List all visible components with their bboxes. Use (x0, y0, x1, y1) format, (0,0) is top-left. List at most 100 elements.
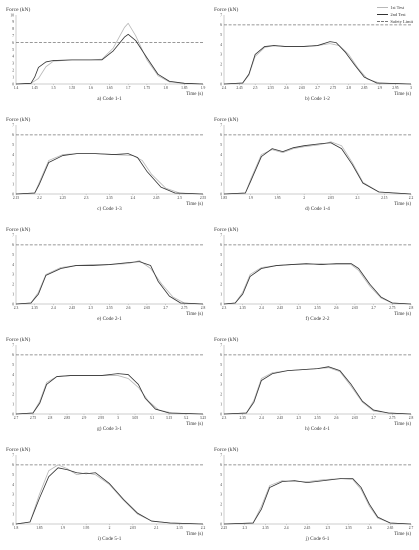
chart-panel-9: Force (kN) 0 1 2 3 4 5 6 7 1.8 1.85 1.9 1.95 2 2.05 2.1… (6, 446, 206, 542)
y-tick-label: 4 (12, 373, 14, 377)
x-axis-label: Time (s) (394, 202, 411, 207)
y-axis-label: Force (kN) (214, 116, 238, 123)
y-tick-label: 10 (10, 13, 14, 17)
y-tick-label: 0 (12, 522, 14, 526)
y-axis-label: Force (kN) (214, 6, 238, 13)
y-tick-label: 1 (12, 512, 14, 516)
legend-swatch-1st-test (377, 7, 389, 8)
y-tick-label: 2 (12, 393, 14, 397)
y-tick-label: 7 (12, 34, 14, 38)
y-tick-label: 0 (220, 412, 222, 416)
x-tick-label: 2.4 (51, 306, 56, 310)
y-tick-label: 5 (220, 143, 222, 147)
x-tick-label: 2.2 (37, 196, 42, 200)
y-tick-label: 6 (12, 133, 14, 137)
x-axis-label: Time (s) (186, 422, 203, 427)
x-tick-label: 2.5 (89, 306, 94, 310)
y-axis-label: Force (kN) (6, 336, 30, 343)
y-tick-label: 6 (220, 463, 222, 467)
x-tick-label: 1.85 (181, 86, 187, 90)
chart-panel-4: Force (kN) 0 1 2 3 4 5 6 7 1.85 1.9 1.95 2 2.05 2.1 2.1… (214, 116, 414, 212)
y-tick-label: 6 (220, 133, 222, 137)
x-tick-label: 1.65 (106, 86, 112, 90)
x-tick-label: 1.55 (69, 86, 75, 90)
y-tick-label: 3 (220, 53, 222, 57)
x-tick-label: 2.3 (243, 526, 248, 530)
y-tick-label: 0 (12, 302, 14, 306)
series-line-1st-test (15, 375, 204, 415)
x-tick-label: 2.35 (240, 416, 246, 420)
x-tick-label: 2.3 (222, 306, 227, 310)
x-tick-label: 2.6 (126, 306, 131, 310)
x-tick-label: 2.2 (409, 196, 414, 200)
y-tick-label: 1 (12, 75, 14, 79)
x-tick-label: 2.85 (64, 416, 70, 420)
chart-caption: g) Code 3-1 (97, 425, 122, 432)
y-tick-label: 1 (220, 72, 222, 76)
x-tick-label: 2.6 (334, 306, 339, 310)
y-tick-label: 4 (12, 55, 14, 59)
y-tick-label: 6 (12, 41, 14, 45)
y-tick-label: 0 (220, 192, 222, 196)
series-line-2nd-test (15, 153, 204, 195)
x-tick-label: 2.4 (131, 196, 136, 200)
x-tick-label: 1.6 (89, 86, 94, 90)
x-tick-label: 1.85 (36, 526, 42, 530)
legend-swatch-2nd-test (377, 14, 389, 15)
y-tick-label: 0 (12, 82, 14, 86)
x-tick-label: 2.7 (163, 306, 168, 310)
x-tick-label: 2.3 (14, 306, 19, 310)
y-tick-label: 2 (220, 173, 222, 177)
x-tick-label: 2.75 (330, 86, 336, 90)
x-tick-label: 2.55 (314, 416, 320, 420)
y-tick-label: 7 (220, 123, 222, 127)
chart-caption: b) Code 1-2 (305, 95, 330, 102)
y-tick-label: 3 (220, 493, 222, 497)
x-axis-label: Time (s) (394, 532, 411, 537)
y-tick-label: 5 (12, 253, 14, 257)
chart-caption: h) Code 4-1 (305, 425, 330, 432)
y-tick-label: 1 (220, 292, 222, 296)
x-tick-label: 3.05 (132, 416, 138, 420)
y-axis-label: Force (kN) (6, 226, 30, 233)
y-tick-label: 3 (12, 163, 14, 167)
x-tick-label: 2.85 (361, 86, 367, 90)
series-line-2nd-test (15, 467, 204, 525)
y-tick-label: 2 (12, 283, 14, 287)
x-tick-label: 2.8 (409, 306, 414, 310)
x-tick-label: 2.45 (69, 306, 75, 310)
y-tick-label: 1 (12, 292, 14, 296)
x-tick-label: 2.5 (177, 196, 182, 200)
x-tick-label: 2.5 (253, 86, 258, 90)
x-tick-label: 1.8 (163, 86, 168, 90)
legend-label-1st-test: 1st Test (390, 5, 405, 10)
y-tick-label: 2 (12, 69, 14, 73)
x-tick-label: 2.3 (84, 196, 89, 200)
x-tick-label: 2.95 (392, 86, 398, 90)
legend-label-safety-limit: Safety Limit (390, 19, 413, 24)
y-tick-label: 3 (12, 62, 14, 66)
x-tick-label: 2.95 (98, 416, 104, 420)
chart-caption: c) Code 1-3 (97, 205, 122, 212)
y-tick-label: 6 (220, 353, 222, 357)
y-tick-label: 7 (12, 453, 14, 457)
x-tick-label: 2.7 (371, 416, 376, 420)
x-tick-label: 2.1 (154, 526, 159, 530)
series-line-2nd-test (223, 263, 412, 305)
x-axis-label: Time (s) (186, 202, 203, 207)
y-tick-label: 5 (12, 473, 14, 477)
chart-caption: i) Code 5-1 (98, 535, 122, 542)
x-tick-label: 2.25 (221, 526, 227, 530)
y-tick-label: 3 (12, 273, 14, 277)
x-tick-label: 2.2 (201, 526, 206, 530)
y-tick-label: 7 (220, 453, 222, 457)
chart-caption: f) Code 2-2 (306, 315, 330, 322)
series-line-1st-test (223, 141, 412, 195)
x-tick-label: 2.35 (240, 306, 246, 310)
legend-swatch-safety-limit (377, 21, 389, 22)
x-tick-label: 2.65 (387, 526, 393, 530)
x-tick-label: 1.8 (14, 526, 19, 530)
series-line-2nd-test (15, 261, 204, 305)
x-tick-label: 2.9 (82, 416, 87, 420)
